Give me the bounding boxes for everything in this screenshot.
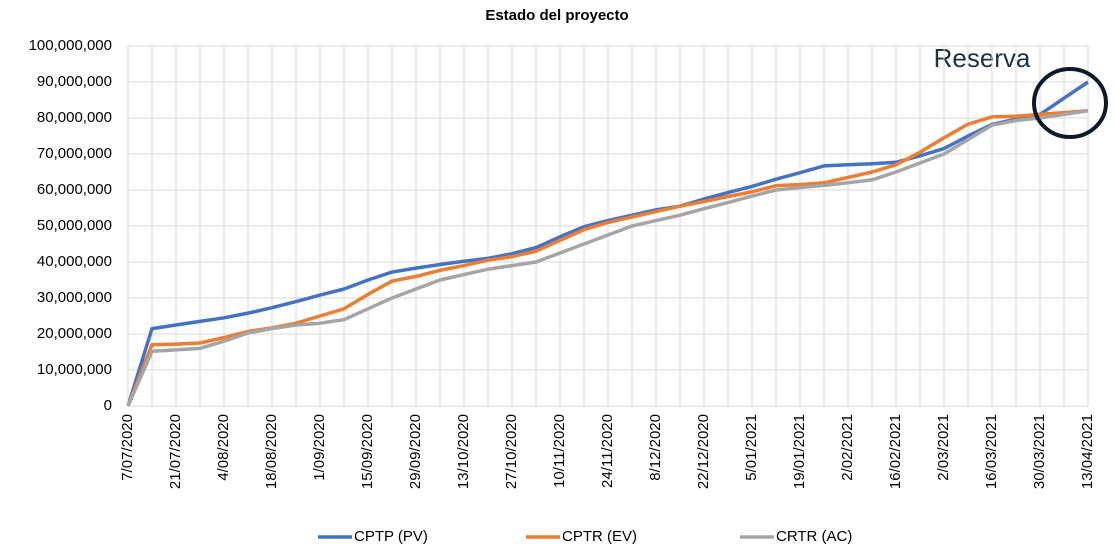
y-tick-label: 80,000,000 xyxy=(37,109,112,126)
x-tick-label: 7/07/2020 xyxy=(119,414,136,481)
y-tick-label: 100,000,000 xyxy=(29,37,112,54)
y-tick-label: 50,000,000 xyxy=(37,217,112,234)
y-tick-label: 60,000,000 xyxy=(37,181,112,198)
x-tick-label: 19/01/2021 xyxy=(791,414,808,489)
x-tick-label: 24/11/2020 xyxy=(599,414,616,488)
y-tick-label: 0 xyxy=(104,397,112,414)
x-tick-label: 8/12/2020 xyxy=(647,414,664,481)
y-tick-label: 90,000,000 xyxy=(37,73,112,90)
legend-label: CPTP (PV) xyxy=(354,528,428,545)
x-tick-label: 4/08/2020 xyxy=(215,414,232,481)
legend-label: CPTR (EV) xyxy=(562,528,637,545)
x-tick-label: 1/09/2020 xyxy=(311,414,328,481)
x-tick-label: 13/04/2021 xyxy=(1079,414,1096,489)
legend-label: CRTR (AC) xyxy=(776,528,852,545)
chart-title: Estado del proyecto xyxy=(485,7,628,24)
series-line xyxy=(126,109,1089,407)
x-tick-label: 21/07/2020 xyxy=(167,414,184,489)
x-tick-label: 10/11/2020 xyxy=(551,414,568,488)
x-tick-label: 16/02/2021 xyxy=(887,414,904,489)
x-tick-label: 29/09/2020 xyxy=(407,414,424,489)
x-tick-label: 18/08/2020 xyxy=(263,414,280,489)
x-tick-label: 5/01/2021 xyxy=(743,414,760,481)
y-tick-label: 40,000,000 xyxy=(37,253,112,270)
x-tick-label: 15/09/2020 xyxy=(359,414,376,489)
y-tick-label: 30,000,000 xyxy=(37,289,112,306)
annotation: Reserva xyxy=(934,43,1031,73)
y-tick-label: 70,000,000 xyxy=(37,145,112,162)
y-tick-label: 20,000,000 xyxy=(37,325,112,342)
x-tick-label: 2/03/2021 xyxy=(935,414,952,481)
x-tick-label: 2/02/2021 xyxy=(839,414,856,481)
x-tick-label: 27/10/2020 xyxy=(503,414,520,489)
annotation-circle xyxy=(1032,67,1108,139)
x-tick-label: 13/10/2020 xyxy=(455,414,472,489)
series-line xyxy=(126,80,1089,407)
y-tick-label: 10,000,000 xyxy=(37,361,112,378)
x-tick-label: 30/03/2021 xyxy=(1031,414,1048,489)
x-tick-label: 16/03/2021 xyxy=(983,414,1000,489)
x-tick-label: 22/12/2020 xyxy=(695,414,712,489)
